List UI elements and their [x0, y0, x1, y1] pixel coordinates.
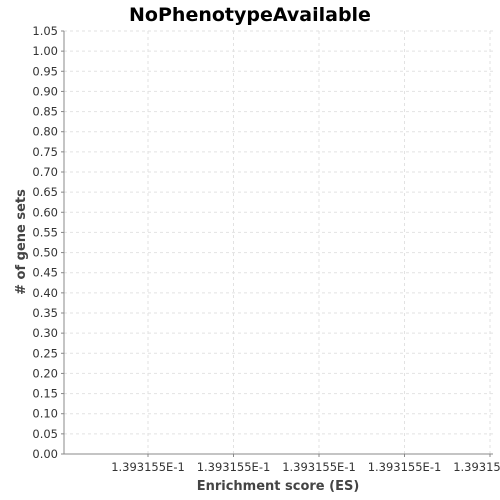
x-axis-label: Enrichment score (ES)	[197, 479, 360, 494]
y-tick-label: 0.65	[32, 185, 58, 199]
y-tick-label: 0.45	[32, 266, 58, 280]
y-tick-label: 1.05	[32, 24, 58, 38]
x-tick-label: 1.393155E-1	[282, 460, 356, 474]
y-tick-label: 0.90	[32, 84, 58, 98]
x-tick-label: 1.393155E-1	[197, 460, 271, 474]
y-tick-label: 0.15	[32, 387, 58, 401]
y-tick-label: 0.55	[32, 225, 58, 239]
y-tick-label: 0.60	[32, 205, 58, 219]
y-tick-label: 0.95	[32, 64, 58, 78]
grid	[64, 30, 493, 455]
y-axis-ticks: 0.00 0.05 0.10 0.15 0.20 0.25 0.30 0.35 0.40 0.45…	[32, 24, 64, 461]
plot-area	[64, 31, 493, 454]
y-tick-label: 0.40	[32, 286, 58, 300]
y-tick-label: 0.20	[32, 366, 58, 380]
y-tick-label: 0.50	[32, 246, 58, 260]
y-tick-label: 0.00	[32, 447, 58, 461]
y-tick-label: 0.70	[32, 165, 58, 179]
y-tick-label: 0.10	[32, 407, 58, 421]
y-tick-label: 0.30	[32, 326, 58, 340]
y-axis-label: # of gene sets	[14, 189, 29, 295]
x-axis-ticks: 1.393155E-1 1.393155E-1 1.393155E-1 1.39315…	[111, 454, 500, 474]
x-tick-label: 1.393155E-1	[453, 460, 500, 474]
y-tick-label: 0.25	[32, 346, 58, 360]
y-tick-label: 0.80	[32, 125, 58, 139]
x-tick-label: 1.393155E-1	[368, 460, 442, 474]
chart-title: NoPhenotypeAvailable	[129, 4, 371, 26]
y-tick-label: 1.00	[32, 44, 58, 58]
x-tick-label: 1.393155E-1	[111, 460, 185, 474]
y-tick-label: 0.05	[32, 427, 58, 441]
y-tick-label: 0.85	[32, 105, 58, 119]
y-tick-label: 0.35	[32, 306, 58, 320]
y-tick-label: 0.75	[32, 145, 58, 159]
